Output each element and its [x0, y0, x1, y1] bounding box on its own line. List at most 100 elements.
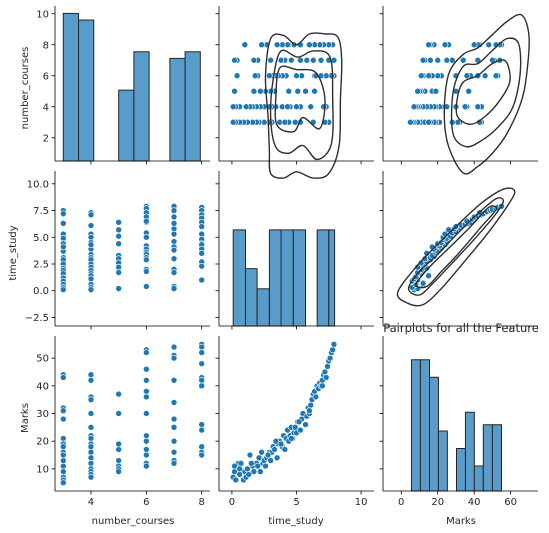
scatter-marks-time-point: [423, 250, 431, 257]
scatter-courses-time-point: [60, 220, 67, 227]
hist-bar-r0-5: [184, 51, 201, 162]
kde-time-courses-contour-1: [269, 49, 334, 161]
scatter-time-marks-point: [295, 418, 303, 426]
scatter-time-marks-point: [281, 446, 289, 453]
scatter-courses-marks-point: [143, 451, 150, 459]
scatter-marks-courses-point: [432, 87, 440, 95]
hist-bar-r0-2: [118, 89, 135, 162]
scatter-time-marks-point: [264, 451, 272, 459]
scatter-courses-marks-point: [198, 376, 205, 384]
scatter-time-marks-point: [307, 401, 315, 409]
y-tick-label-r1: 2.5: [33, 260, 49, 271]
scatter-time-courses-point: [229, 118, 237, 126]
scatter-marks-courses-point: [481, 72, 489, 80]
scatter-marks-courses-point: [463, 72, 471, 80]
scatter-time-courses-point: [311, 87, 318, 95]
x-tick-label-c1: 5: [293, 497, 299, 508]
y-axis-label-number-courses: number_courses: [20, 47, 31, 130]
labels-layer: number_courses time_study Marks number_c…: [8, 47, 539, 527]
scatter-courses-marks-point: [60, 479, 67, 486]
scatter-marks-courses-point: [434, 72, 442, 80]
scatter-time-courses-point: [307, 103, 315, 111]
scatter-time-marks-point: [246, 451, 254, 459]
scatter-courses-marks-point: [198, 426, 205, 434]
hist-bar-r2-7: [473, 465, 484, 492]
scatter-courses-marks-point: [143, 410, 150, 417]
y-tick-label-r2: 50: [36, 354, 49, 365]
x-axis-label-time-study: time_study: [268, 516, 323, 527]
scatter-courses-marks-point: [143, 376, 150, 384]
scatter-time-marks-point: [258, 448, 265, 456]
x-tick-label-c1: 10: [355, 497, 368, 508]
scatter-time-marks-point: [319, 382, 326, 390]
scatter-courses-marks-point: [60, 451, 67, 459]
scatter-courses-time-point: [170, 269, 178, 276]
scatter-time-courses-point: [294, 87, 302, 95]
scatter-time-courses-point: [231, 87, 238, 95]
scatter-time-marks-point: [262, 462, 269, 470]
hist-bar-r1-7: [316, 229, 330, 327]
scatter-courses-time-point: [115, 219, 122, 226]
scatter-time-courses-point: [273, 41, 281, 49]
scatter-courses-marks-point: [87, 473, 95, 481]
scatter-courses-time-point: [115, 232, 122, 240]
scatter-courses-marks-point: [198, 443, 205, 451]
y-axis-label-time-study: time_study: [8, 225, 19, 280]
scatter-courses-marks-point: [143, 365, 150, 373]
scatter-time-courses-point: [309, 56, 317, 64]
scatter-time-courses-point: [266, 72, 273, 80]
scatter-courses-time-point: [170, 255, 178, 262]
scatter-courses-marks-point: [87, 396, 95, 403]
scatter-courses-marks-point: [143, 432, 150, 439]
scatter-courses-time-point: [170, 207, 178, 214]
scatter-time-courses-point: [257, 87, 264, 95]
scatter-time-courses-point: [250, 56, 258, 64]
y-tick-label-r1: 7.5: [33, 206, 49, 217]
scatter-marks-courses-point: [425, 72, 432, 80]
scatter-courses-marks-point: [170, 399, 178, 406]
x-tick-label-c2: 20: [431, 497, 444, 508]
scatter-courses-marks-point: [143, 388, 150, 395]
scatter-time-marks-point: [236, 465, 243, 473]
y-tick-label-r0: 4: [43, 102, 49, 113]
scatter-marks-courses-point: [425, 41, 432, 49]
hist-bar-r2-3: [437, 430, 448, 492]
scatter-courses-time-point: [170, 230, 178, 238]
scatter-courses-marks-point: [198, 382, 205, 390]
scatter-courses-marks-point: [170, 376, 178, 384]
scatter-courses-marks-point: [143, 446, 150, 453]
scatter-courses-marks-point: [170, 343, 178, 351]
y-tick-label-r2: 40: [36, 381, 49, 392]
scatter-courses-marks-point: [60, 443, 67, 451]
scatter-courses-marks-point: [87, 376, 95, 384]
x-tick-label-c2: 60: [504, 497, 517, 508]
scatter-courses-time-point: [143, 217, 150, 225]
y-tick-label-r2: 10: [36, 464, 49, 475]
scatter-courses-marks-point: [60, 374, 67, 381]
scatter-courses-time-point: [115, 226, 122, 234]
scatter-time-marks-point: [232, 476, 240, 484]
scatter-time-marks-point: [277, 440, 285, 448]
x-axis-label-number-courses: number_courses: [92, 516, 175, 527]
scatter-courses-marks-point: [60, 415, 67, 423]
y-tick-label-r0: 6: [43, 71, 49, 82]
scatter-courses-time-point: [143, 283, 150, 290]
scatter-time-courses-point: [267, 56, 274, 64]
scatter-courses-marks-point: [87, 371, 95, 379]
scatter-courses-marks-point: [87, 454, 95, 462]
kde-marks-courses-contour-1: [450, 37, 522, 148]
scatter-marks-courses-point: [425, 118, 432, 126]
scatter-courses-time-point: [87, 286, 95, 293]
scatter-courses-marks-point: [198, 360, 205, 367]
y-tick-label-r0: 8: [43, 40, 49, 51]
scatter-marks-courses-point: [465, 87, 473, 95]
hist-bar-r0-3: [133, 51, 150, 162]
scatter-courses-time-point: [170, 285, 178, 292]
y-tick-label-r1: −2.5: [25, 313, 49, 324]
scatter-courses-marks-point: [198, 421, 205, 428]
y-tick-label-r1: 5.0: [33, 233, 49, 244]
scatter-courses-time-point: [198, 262, 205, 270]
scatter-courses-marks-point: [115, 440, 122, 448]
scatter-courses-time-point: [87, 222, 95, 229]
scatter-marks-courses-point: [461, 103, 469, 111]
